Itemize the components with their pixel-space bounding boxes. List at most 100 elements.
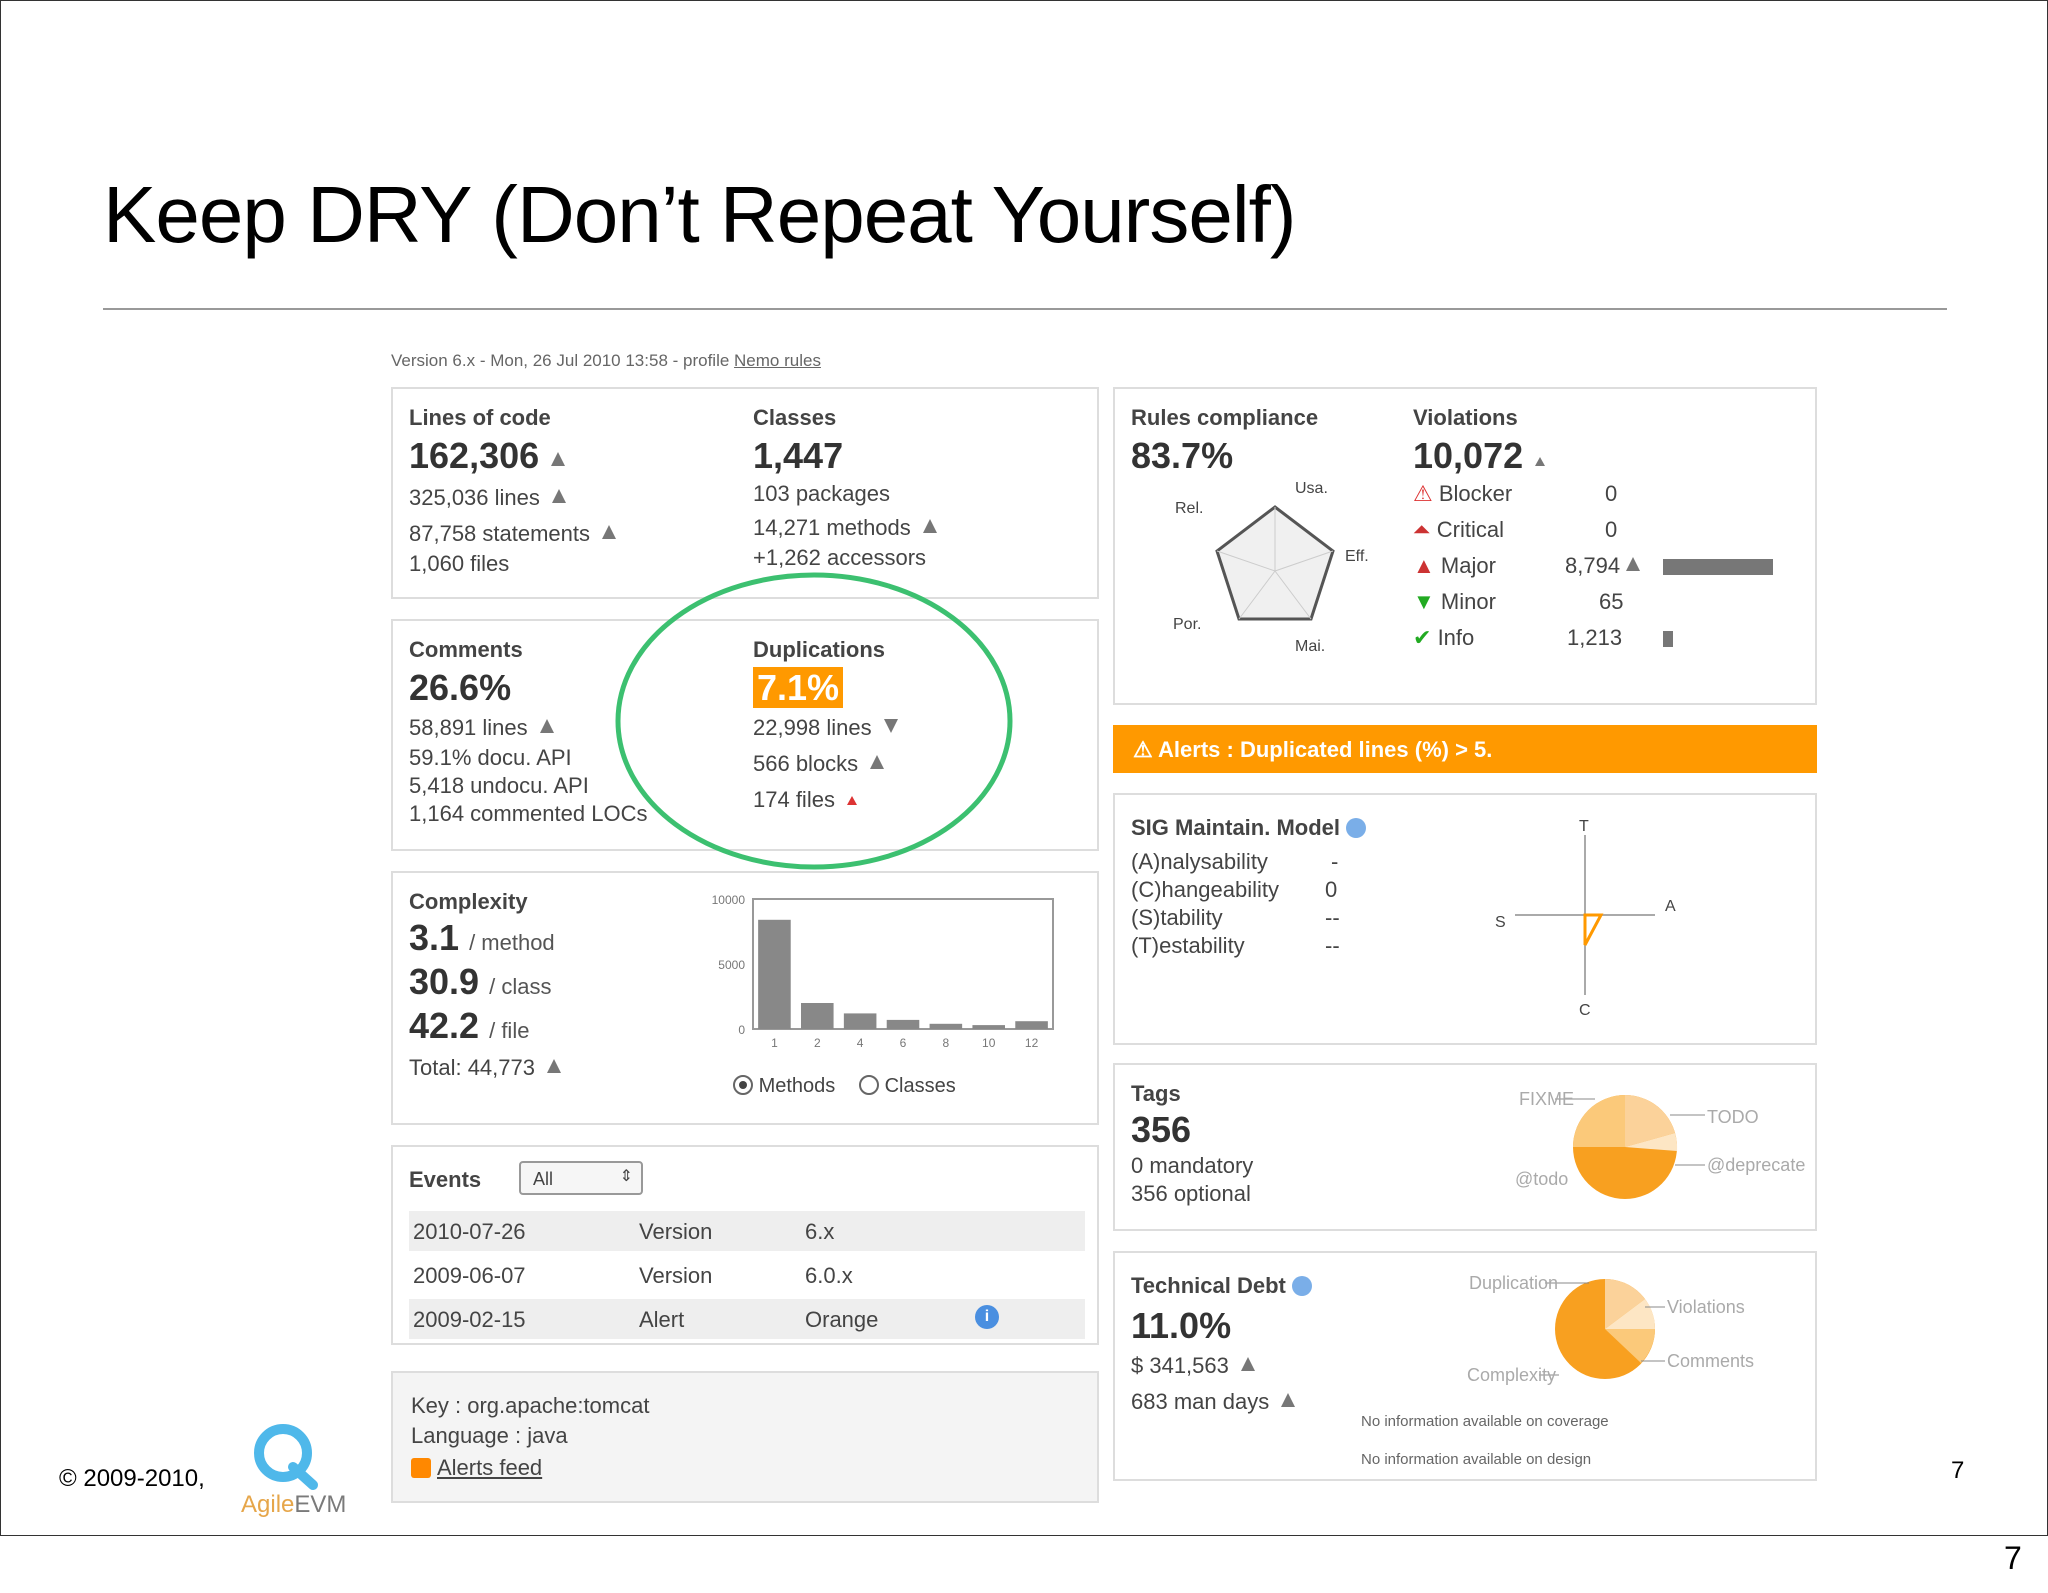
classes-value: 1,447 (753, 435, 844, 476)
complexity-bar (886, 1019, 920, 1029)
svg-text:T: T (1579, 818, 1589, 835)
violation-minor[interactable]: ▼ Minor (1413, 589, 1496, 614)
sig-cross-chart: T A S C (1495, 818, 1676, 1019)
x-tick-label: 2 (814, 1036, 821, 1050)
comments-docu-api: 59.1% docu. API (409, 745, 572, 770)
x-tick-label: 1 (771, 1036, 778, 1050)
agile-evm-logo-text: AgileEVM (241, 1491, 347, 1518)
trend-up-icon (1535, 457, 1546, 466)
duplications-lines: 22,998 lines (753, 715, 898, 741)
duplications-files: 174 files (753, 787, 857, 813)
alert-bar: ⚠ Alerts : Duplicated lines (%) > 5. (1113, 725, 1817, 773)
complexity-bar (929, 1023, 963, 1029)
complexity-bar (801, 1003, 834, 1029)
tech-debt-value: 11.0% (1131, 1305, 1232, 1346)
profile-link[interactable]: Nemo rules (734, 351, 821, 370)
trend-up-icon (1281, 1393, 1296, 1407)
loc-files: 1,060 files (409, 551, 510, 576)
event-row: 2009-06-07 Version 6.0.x (413, 1263, 853, 1288)
warning-icon: ⚠ (1133, 737, 1153, 762)
events-label: Events (409, 1167, 482, 1192)
slide: Keep DRY (Don’t Repeat Yourself) Version… (0, 0, 2048, 1536)
radar-axis-por: Por. (1173, 616, 1201, 633)
classes-packages: 103 packages (753, 481, 890, 506)
x-tick-label: 4 (857, 1036, 864, 1050)
violations-value: 10,072 (1413, 435, 1546, 477)
help-icon[interactable] (1346, 818, 1367, 838)
loc-value: 162,306 (409, 435, 566, 477)
rules-radar-chart: Usa. Eff. Mai. Por. Rel. (1173, 480, 1369, 655)
duplications-label: Duplications (753, 637, 886, 662)
comments-commented-loc: 1,164 commented LOCs (409, 801, 648, 826)
trend-up-icon (546, 1059, 561, 1073)
sig-testability-value: -- (1325, 933, 1340, 958)
technical-debt-panel: Technical Debt 11.0% $ 341,563 683 man d… (1113, 1251, 1817, 1481)
complexity-per-file: 42.2 / file (409, 1005, 530, 1046)
complexity-bar (758, 919, 791, 1029)
violation-major[interactable]: ▲ Major (1413, 553, 1496, 578)
sig-testability: (T)estability (1131, 933, 1245, 958)
violation-major-count: 8,794 (1565, 553, 1641, 579)
tags-mandatory: 0 mandatory (1131, 1153, 1254, 1178)
tags-pie-chart: FIXME TODO @deprecate @todo (1515, 1089, 1805, 1199)
complexity-bar (972, 1025, 1005, 1029)
events-panel: Events All ⇕ 2010-07-26 Version 6.x 2009… (391, 1145, 1099, 1345)
minor-icon: ▼ (1413, 589, 1435, 614)
radio-methods[interactable]: Methods (733, 1075, 835, 1098)
info-icon[interactable]: i (975, 1305, 999, 1329)
violation-info-bar (1663, 631, 1673, 647)
svg-text:@todo: @todo (1515, 1169, 1568, 1189)
radio-classes[interactable]: Classes (859, 1075, 956, 1098)
radio-unselected-icon[interactable] (859, 1075, 879, 1095)
violation-info[interactable]: ✔ Info (1413, 625, 1475, 650)
highlight-circle (615, 572, 1013, 870)
x-tick-label: 10 (982, 1036, 996, 1050)
help-icon[interactable] (1291, 1276, 1312, 1296)
agile-evm-logo-icon (254, 1424, 318, 1490)
y-tick-label: 5000 (718, 958, 745, 972)
y-tick-label: 10000 (712, 893, 746, 907)
radio-selected-icon[interactable] (733, 1075, 753, 1095)
trend-up-icon (551, 452, 566, 466)
page-number: 7 (2004, 1540, 2022, 1576)
svg-text:@deprecate: @deprecate (1707, 1155, 1805, 1175)
violation-critical[interactable]: ⏶ Critical (1413, 517, 1504, 542)
svg-text:TODO: TODO (1707, 1107, 1759, 1127)
complexity-label: Complexity (409, 889, 528, 914)
classes-label: Classes (753, 405, 837, 430)
sig-stability: (S)tability (1131, 905, 1223, 930)
project-key: Key : org.apache:tomcat (411, 1393, 650, 1418)
classes-accessors: +1,262 accessors (753, 545, 927, 570)
x-tick-label: 12 (1025, 1036, 1039, 1050)
trend-up-icon (551, 489, 566, 503)
violation-blocker[interactable]: ⚠ Blocker (1413, 481, 1513, 506)
sig-changeability: (C)hangeability (1131, 877, 1279, 902)
svg-text:C: C (1579, 1002, 1591, 1019)
select-arrows-icon: ⇕ (619, 1168, 633, 1185)
svg-text:FIXME: FIXME (1519, 1089, 1574, 1109)
violation-major-bar (1663, 559, 1773, 575)
tech-debt-man-days: 683 man days (1131, 1389, 1296, 1415)
trend-up-red-icon (846, 796, 857, 805)
blocker-icon: ⚠ (1413, 481, 1433, 506)
chart-frame (752, 898, 1054, 1030)
tech-debt-cost: $ 341,563 (1131, 1353, 1255, 1379)
trend-up-icon (602, 525, 617, 539)
info-chevron-icon: ✔ (1413, 625, 1432, 650)
tags-optional: 356 optional (1131, 1181, 1251, 1206)
tags-value: 356 (1131, 1109, 1192, 1150)
loc-label: Lines of code (409, 405, 551, 430)
violation-critical-count: 0 (1605, 517, 1618, 542)
copyright: © 2009-2010, (59, 1465, 205, 1492)
radar-axis-mai: Mai. (1295, 638, 1325, 655)
alerts-feed-link[interactable]: Alerts feed (411, 1455, 542, 1481)
sig-analysability: (A)nalysability (1131, 849, 1268, 874)
violation-blocker-count: 0 (1605, 481, 1618, 506)
x-tick-label: 6 (900, 1036, 907, 1050)
radar-axis-usa: Usa. (1295, 480, 1328, 497)
events-filter-select[interactable]: All ⇕ (519, 1161, 643, 1195)
svg-text:Comments: Comments (1667, 1351, 1754, 1371)
event-row: 2010-07-26 Version 6.x (409, 1211, 1085, 1251)
comments-label: Comments (409, 637, 523, 662)
